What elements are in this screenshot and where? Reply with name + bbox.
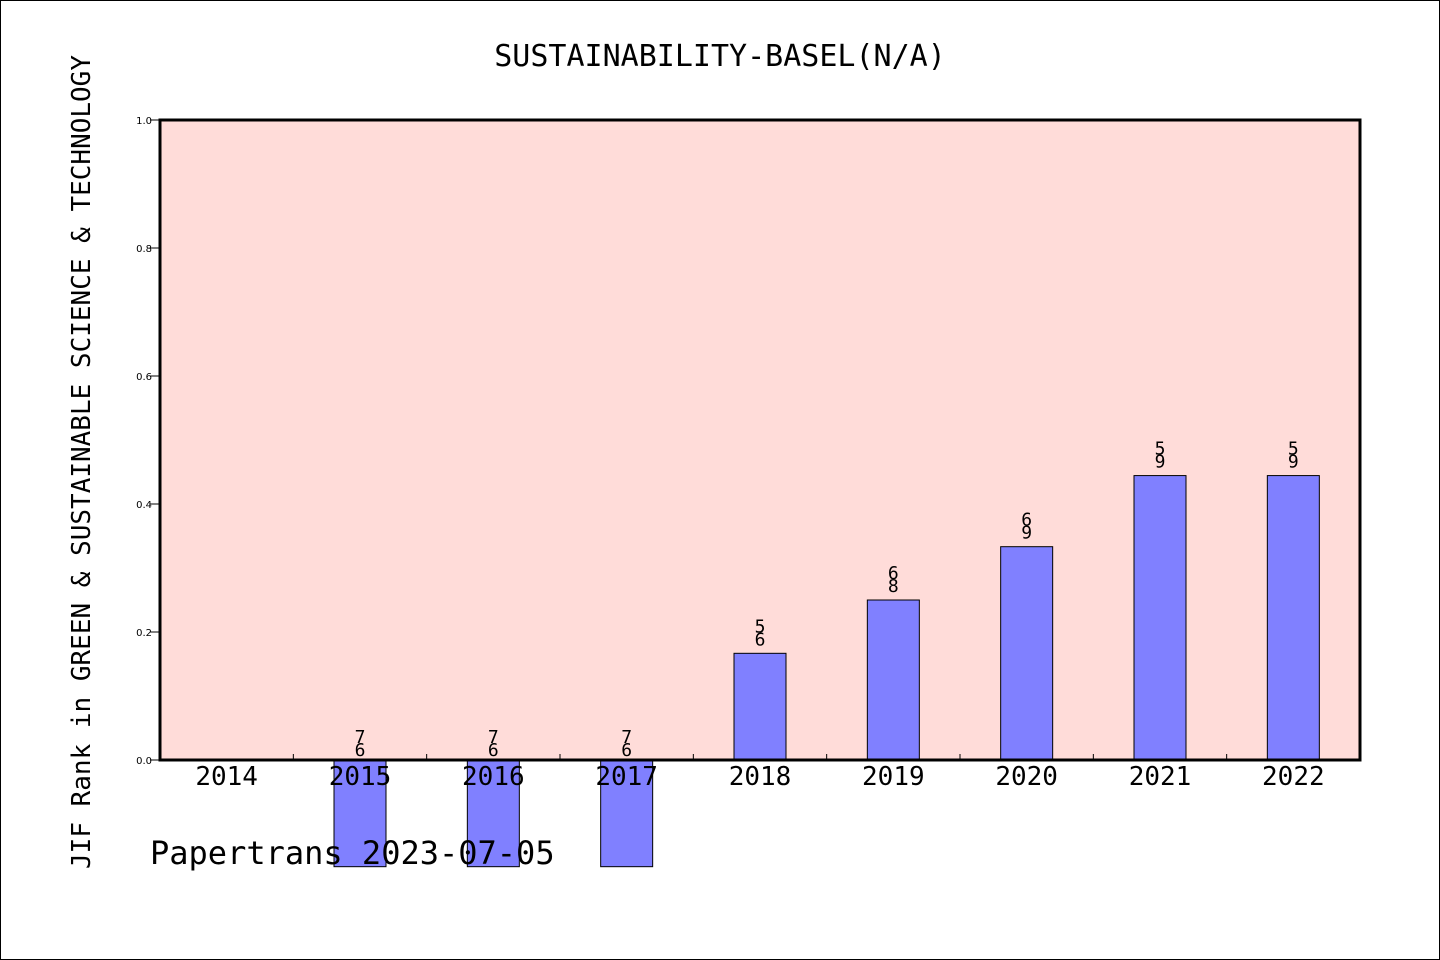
bar-label-bottom: 6 (621, 740, 632, 761)
bar-label-bottom: 9 (1021, 523, 1032, 544)
bar-label-top: 5 (755, 616, 766, 637)
x-tick-label: 2019 (862, 762, 925, 792)
y-tick-label: 0.8 (136, 244, 152, 255)
bar-label-bottom: 8 (888, 576, 899, 597)
y-tick-label: 1.0 (136, 116, 152, 127)
bar-label-top: 6 (888, 563, 899, 584)
bar-label-bottom: 9 (1155, 452, 1166, 473)
bar-label-bottom: 6 (355, 740, 366, 761)
y-tick-label: 0.4 (136, 500, 152, 511)
x-tick-label: 2017 (595, 762, 658, 792)
bars-layer (333, 475, 1320, 868)
bar-2022 (1266, 475, 1320, 761)
bar-label-bottom: 6 (755, 629, 766, 650)
bar-2017 (600, 759, 654, 868)
bar-2018 (733, 652, 787, 761)
plot-frame (158, 118, 1362, 762)
ticks-layer (150, 119, 1228, 761)
chart-title: SUSTAINABILITY-BASEL(N/A) (494, 39, 946, 74)
bar-label-top: 6 (1021, 510, 1032, 531)
bar-2021 (1133, 475, 1187, 761)
bar-label-top: 7 (621, 727, 632, 748)
x-tick-label: 2016 (462, 762, 525, 792)
y-axis-label: JIF Rank in GREEN & SUSTAINABLE SCIENCE … (67, 55, 97, 869)
y-tick-label: 0.6 (136, 372, 152, 383)
bar-label-top: 5 (1155, 439, 1166, 460)
bar-label-top: 7 (488, 727, 499, 748)
bar-2016 (466, 759, 520, 868)
x-tick-label: 2015 (329, 762, 392, 792)
bar-label-bottom: 9 (1288, 452, 1299, 473)
bar-2020 (1000, 546, 1054, 761)
y-tick-label: 0.2 (136, 628, 152, 639)
x-tick-label: 2018 (729, 762, 792, 792)
bar-label-top: 5 (1288, 439, 1299, 460)
x-tick-label: 2014 (195, 762, 258, 792)
bar-2019 (866, 599, 920, 761)
x-tick-label: 2021 (1129, 762, 1192, 792)
bar-label-top: 7 (355, 727, 366, 748)
bar-label-bottom: 6 (488, 740, 499, 761)
labels-layer: 0.0 0.2 0.4 0.6 0.8 1.0 2014 2015 2016 2017 2018 20… (136, 116, 1325, 792)
x-tick-label: 2022 (1262, 762, 1325, 792)
x-tick-label: 2020 (995, 762, 1058, 792)
y-tick-label: 0.0 (136, 756, 152, 767)
watermark-text: Papertrans 2023-07-05 (150, 834, 555, 872)
